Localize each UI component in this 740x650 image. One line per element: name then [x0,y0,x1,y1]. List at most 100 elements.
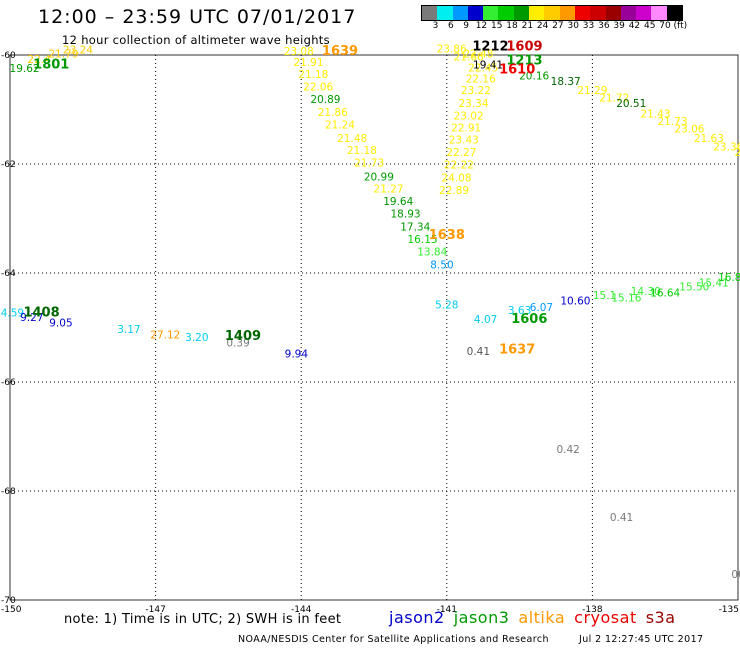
wave-height-value: 21.29 [577,85,607,97]
legend-jason2: jason2 [389,608,445,627]
color-swatch [483,6,499,20]
pass-time-label: 1637 [499,343,535,358]
pass-time-label: 1610 [499,63,535,78]
page-subtitle: 12 hour collection of altimeter wave hei… [62,33,330,47]
wave-height-value: 16.15 [408,234,438,246]
color-scale-label: 21 [521,21,534,31]
color-swatch [529,6,545,20]
wave-height-value: 23.02 [454,110,484,122]
color-swatch [666,6,683,20]
wave-height-value: 4.59 [1,308,24,320]
legend-s3a: s3a [645,608,676,627]
wave-height-value: 22.22 [444,159,474,171]
wave-height-value: 23.06 [674,123,704,135]
latitude-label: -62 [1,160,16,170]
color-scale-label: (ft) [673,21,688,31]
wave-height-value: 3.20 [185,332,208,344]
wave-height-value: 3.63 [508,305,531,317]
wave-height-value: 19.64 [383,196,413,208]
wave-height-value: 19.62 [10,63,40,75]
color-scale-label: 27 [552,21,564,31]
wave-height-value: 20.99 [364,171,394,183]
wave-height-value: 27.12 [150,329,180,341]
color-swatch [498,6,514,20]
wave-height-value: 21.86 [318,107,348,119]
wave-height-value: 00 [731,569,740,581]
color-swatch [467,6,484,20]
color-scale-label: 18 [506,21,518,31]
wave-height-value: 22.48 [463,49,493,61]
color-swatch [513,6,530,20]
color-scale-label: 6 [447,21,454,31]
wave-height-value: 0.42 [556,444,579,456]
wave-height-value: 22.16 [466,73,496,85]
wave-height-value: 21.48 [337,133,367,145]
wave-height-value: 9.27 [20,312,43,324]
color-swatch [574,6,591,20]
wave-height-value: 6.07 [530,302,553,314]
map-frame [9,54,739,601]
longitude-label: -138 [582,605,603,615]
legend-jason3: jason3 [453,608,510,627]
wave-height-value: 18.37 [551,76,581,88]
wave-height-value: 21.72 [599,92,629,104]
wave-height-value: 22.06 [303,81,333,93]
pass-time-label: 1212 [472,40,508,55]
color-scale-labels: 3 6 9 12 15 18 21 24 27 30 33 36 39 42 45 70 (ft) [421,21,740,33]
wave-height-value: 3.17 [117,324,140,336]
color-scale-label: 30 [567,21,579,31]
wave-height-value: 23.43 [449,134,479,146]
color-swatch [544,6,560,20]
wave-height-value: 15.1 [593,290,616,302]
color-scale-label: 3 [432,21,439,31]
color-swatch [437,6,453,20]
color-swatch [452,6,468,20]
pass-time-label: 1801 [33,58,69,73]
wave-height-value: 23.34 [458,98,488,110]
wave-height-value: 22.91 [451,122,481,134]
color-scale-label: 24 [536,21,549,31]
wave-height-value: 0.39 [226,338,249,350]
wave-height-value: 23.08 [284,46,314,58]
wave-height-value: 15.50 [679,281,709,293]
pass-time-label: 1639 [322,44,358,59]
latitude-label: -66 [1,378,16,388]
wave-height-value: 20.89 [310,94,340,106]
wave-height-value: 23.36 [713,141,740,153]
wave-height-value: 20.51 [616,98,646,110]
wave-height-value: 4.07 [474,314,497,326]
color-scale-label: 9 [463,21,469,31]
longitude-label: -150 [1,605,22,615]
latitude-label: -60 [1,51,16,61]
wave-height-value: 8.50 [430,260,453,272]
wave-height-value: 16.83 [718,272,740,284]
wave-height-value: 21.24 [325,120,355,132]
wave-height-value: 17.34 [400,221,430,233]
color-scale-label: 39 [613,21,625,31]
wave-height-value: 21.66 [454,51,484,63]
wave-height-value: 21.73 [354,158,384,170]
color-scale-label: 36 [598,21,610,31]
color-scale-label: 70 [659,21,671,31]
color-swatch [590,6,606,20]
wave-height-value: 22.45 [468,62,498,74]
color-scale-label: 12 [475,21,488,31]
wave-height-value: 23.22 [461,85,491,97]
color-scale-label: 33 [582,21,595,31]
wave-height-value: 15.41 [699,278,729,290]
color-scale-label: 45 [644,21,656,31]
wave-height-value: 9.05 [49,317,72,329]
wave-height-value: 22.4 [27,54,51,66]
color-swatch [620,6,637,20]
wave-height-value: 10.60 [560,296,590,308]
color-swatch [651,6,667,20]
satellite-legend: jason2 jason3 altika cryosat s3a [389,608,685,627]
pass-time-label: 1609 [506,40,542,55]
wave-height-value: 23.86 [437,43,467,55]
wave-height-value: 21.43 [640,109,670,121]
wave-height-value: 20.16 [519,71,549,83]
legend-cryosat: cryosat [574,608,637,627]
latitude-label: -64 [1,269,16,279]
